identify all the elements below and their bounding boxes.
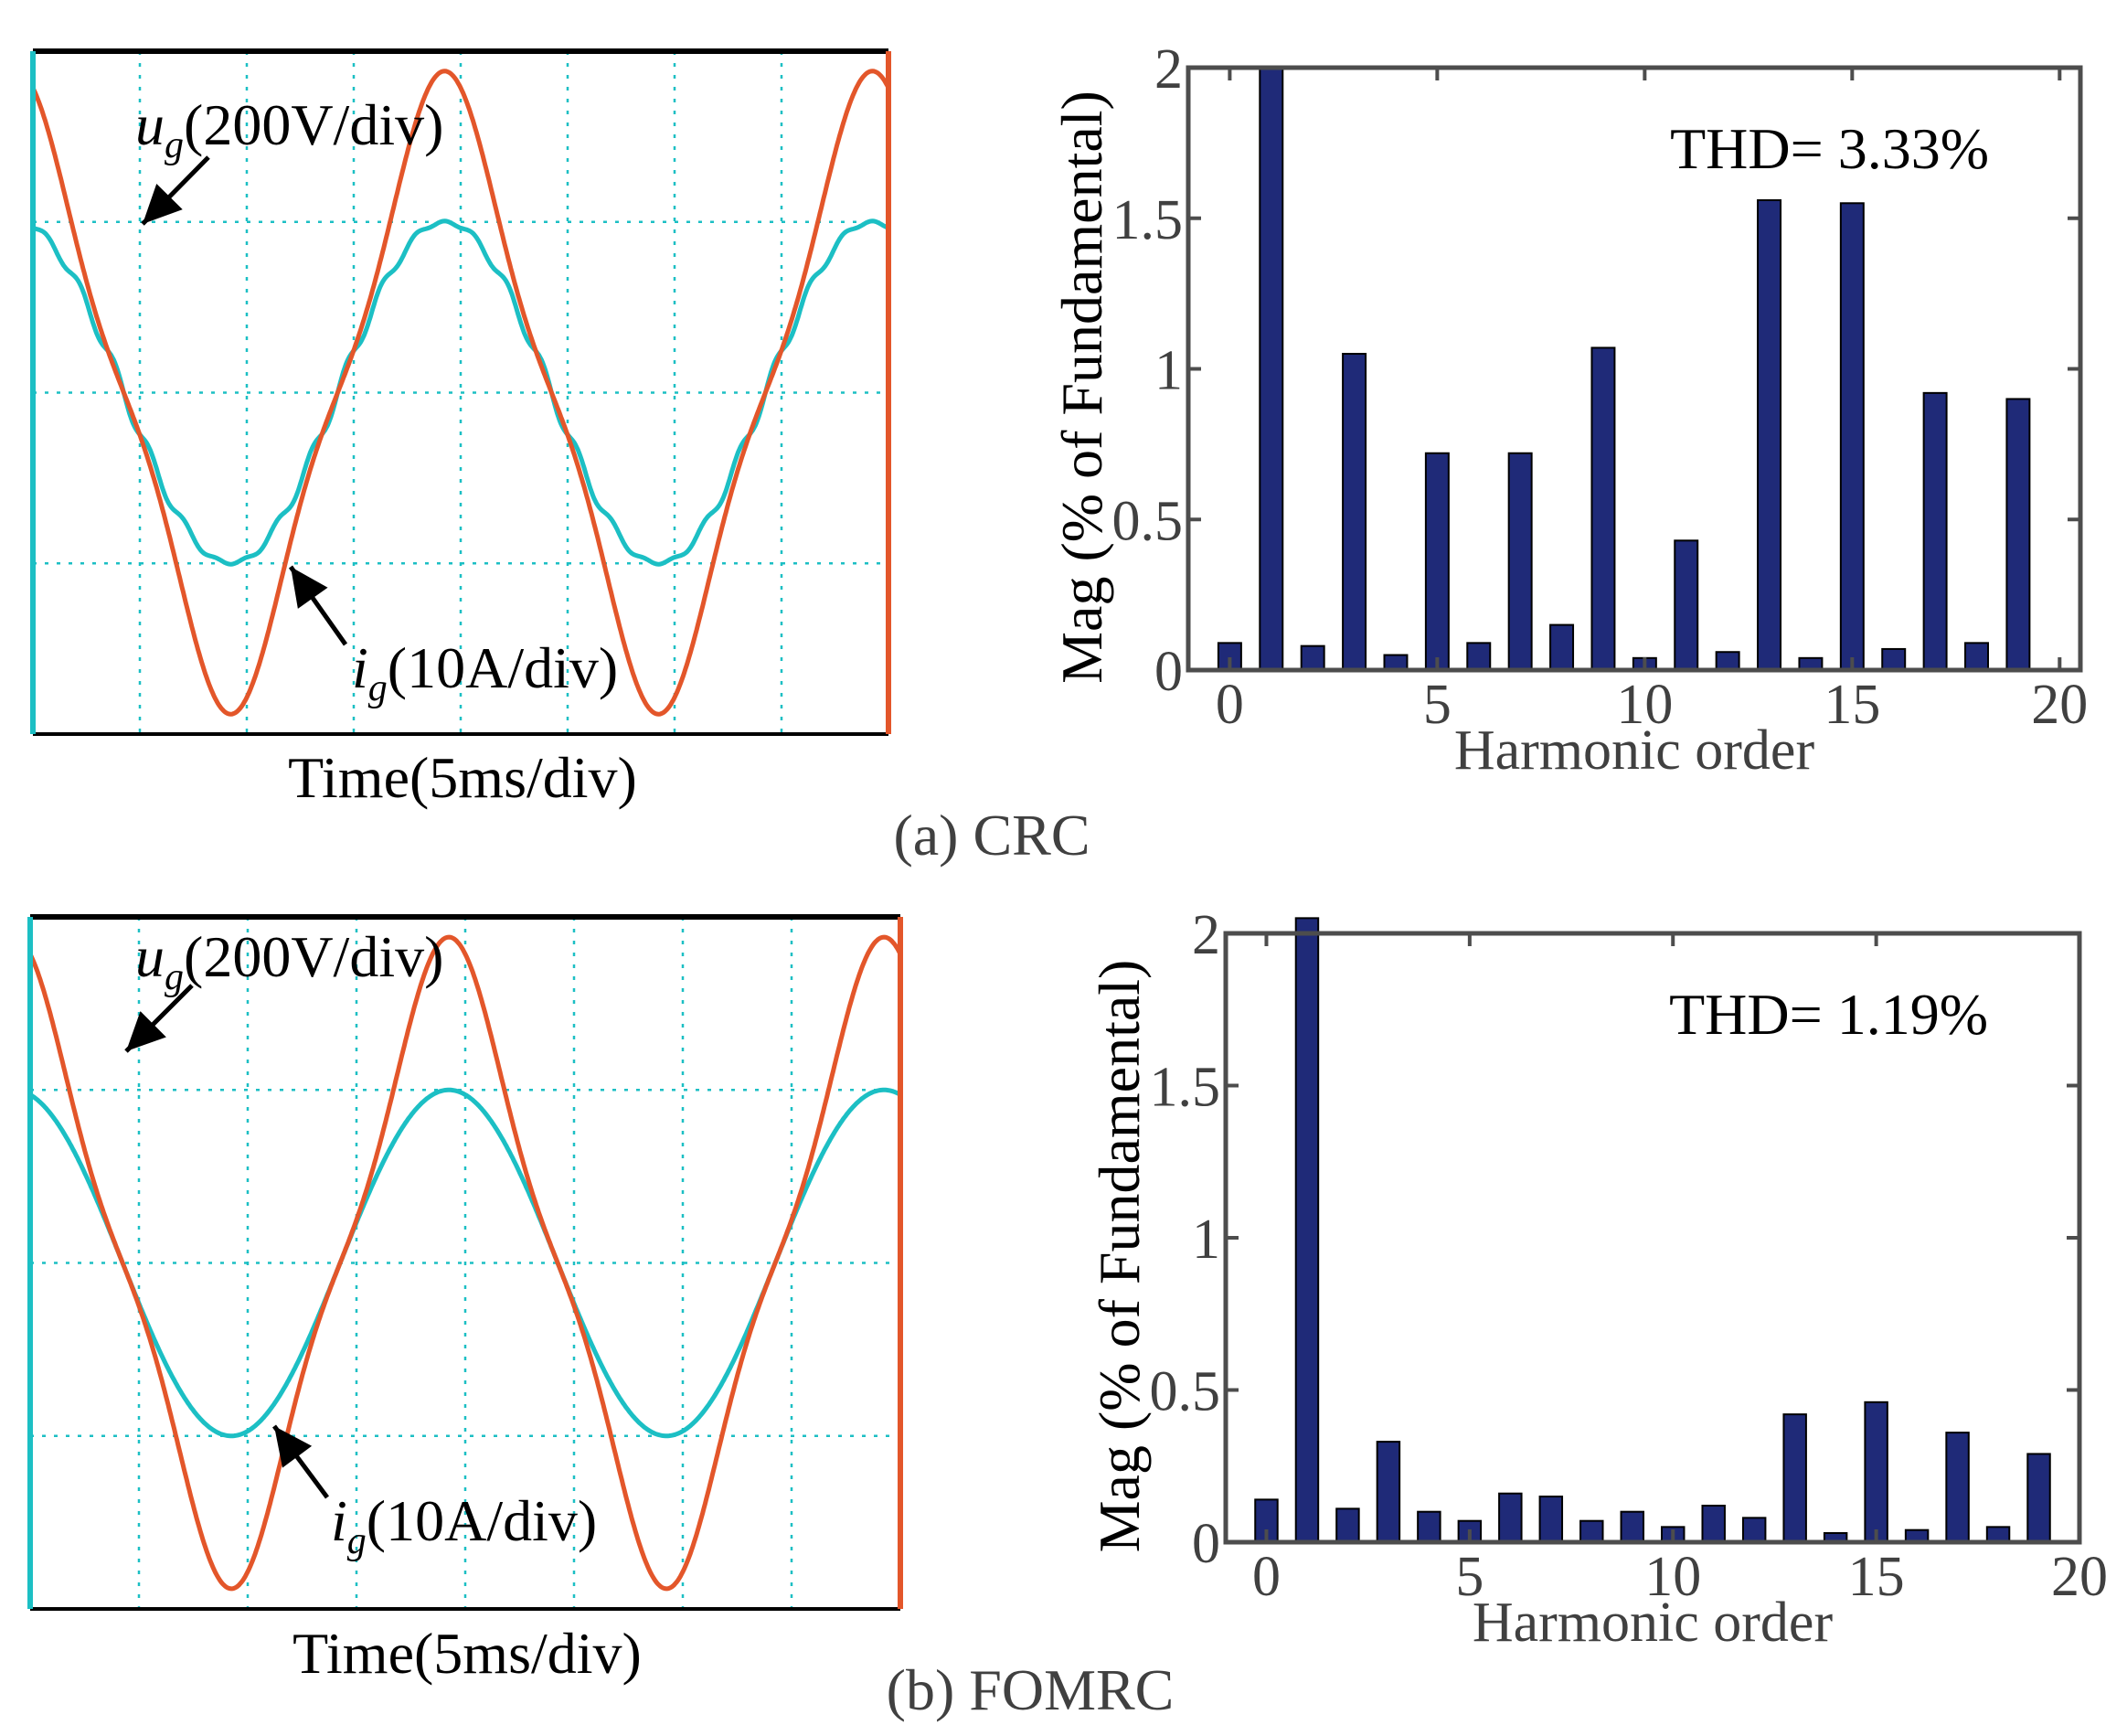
scope-panel-fomrc: ug(200V/div) ig(10A/div) Time(5ms/div) bbox=[27, 914, 903, 1686]
thd-annotation: THD= 3.33% bbox=[1670, 116, 1989, 181]
bar-h1 bbox=[1294, 917, 1320, 1543]
y-tick-label: 0.5 bbox=[1150, 1361, 1221, 1423]
bar-h8 bbox=[1549, 623, 1575, 672]
y-tick-label: 2 bbox=[1192, 904, 1220, 966]
voltage-arrow-head bbox=[143, 184, 183, 224]
y-tick-label: 1 bbox=[1154, 340, 1183, 402]
voltage-arrow-head bbox=[126, 1011, 166, 1051]
y-tick-label: 0 bbox=[1154, 641, 1183, 703]
current-label: ig(10A/div) bbox=[331, 1488, 597, 1562]
x-tick-label: 10 bbox=[1616, 674, 1673, 736]
bar-h19 bbox=[2026, 1453, 2051, 1544]
bar-h19 bbox=[2005, 398, 2031, 671]
x-tick-label: 5 bbox=[1423, 674, 1452, 736]
current-label: ig(10A/div) bbox=[352, 635, 618, 709]
scope-panel-crc: ug(200V/div) ig(10A/div) Time(5ms/div) bbox=[30, 48, 891, 810]
time-axis-label: Time(5ms/div) bbox=[288, 745, 637, 810]
current-arrow-head bbox=[274, 1426, 313, 1468]
bar-h2 bbox=[1300, 644, 1325, 672]
caption-b: (b) FOMRC bbox=[887, 1657, 1175, 1722]
bar-h11 bbox=[1674, 539, 1699, 671]
current-arrow-head bbox=[291, 567, 328, 609]
bar-h3 bbox=[1342, 353, 1367, 671]
bar-h4 bbox=[1417, 1510, 1441, 1543]
time-axis-label: Time(5ms/div) bbox=[292, 1621, 642, 1686]
bar-h5 bbox=[1424, 452, 1450, 672]
voltage-waveform bbox=[27, 934, 903, 1592]
y-tick-label: 2 bbox=[1154, 38, 1183, 101]
voltage-label: ug(200V/div) bbox=[135, 924, 443, 998]
bar-h9 bbox=[1590, 346, 1616, 671]
bar-h17 bbox=[1922, 391, 1948, 671]
x-tick-label: 0 bbox=[1252, 1546, 1281, 1608]
voltage-label: ug(200V/div) bbox=[135, 92, 443, 166]
bar-h15 bbox=[1839, 202, 1865, 671]
harmonic-chart-fomrc: 0 5 10 15 20 0 0.5 1 1.5 2 Harmonic order Mag (% of… bbox=[1087, 904, 2108, 1654]
bar-h7 bbox=[1538, 1496, 1564, 1544]
y-tick-label: 0.5 bbox=[1112, 490, 1184, 552]
bar-h3 bbox=[1376, 1441, 1401, 1543]
bar-h13 bbox=[1782, 1413, 1807, 1544]
y-axis-label: Mag (% of Fundamental) bbox=[1049, 91, 1114, 684]
y-tick-label: 1.5 bbox=[1150, 1057, 1221, 1119]
bar-h12 bbox=[1715, 651, 1740, 671]
x-tick-label: 20 bbox=[2051, 1546, 2108, 1608]
bar-h8 bbox=[1579, 1519, 1604, 1543]
y-tick-label: 0 bbox=[1192, 1513, 1220, 1575]
bar-h13 bbox=[1757, 198, 1782, 672]
bar-h17 bbox=[1945, 1432, 1970, 1543]
x-axis-label: Harmonic order bbox=[1473, 1592, 1834, 1654]
y-axis-label: Mag (% of Fundamental) bbox=[1087, 960, 1152, 1553]
x-tick-label: 0 bbox=[1216, 674, 1244, 736]
voltage-waveform bbox=[30, 69, 891, 717]
bar-h9 bbox=[1620, 1510, 1644, 1543]
harmonic-chart-crc: 0 5 10 15 20 0 0.5 1 1.5 2 Harmonic order Mag (% of… bbox=[1049, 38, 2088, 782]
bar-h6 bbox=[1498, 1492, 1523, 1543]
bar-h11 bbox=[1701, 1505, 1726, 1544]
x-axis-label: Harmonic order bbox=[1454, 719, 1815, 782]
x-tick-label: 10 bbox=[1644, 1546, 1701, 1608]
x-tick-label: 15 bbox=[1824, 674, 1880, 736]
bar-h7 bbox=[1507, 452, 1533, 672]
bar-h16 bbox=[1881, 647, 1907, 671]
bar-h18 bbox=[1964, 642, 1989, 671]
x-tick-label: 15 bbox=[1848, 1546, 1905, 1608]
bar-h1 bbox=[1259, 67, 1284, 671]
thd-annotation: THD= 1.19% bbox=[1669, 982, 1988, 1047]
x-tick-label: 20 bbox=[2031, 674, 2088, 736]
caption-a: (a) CRC bbox=[893, 803, 1090, 868]
bar-h12 bbox=[1741, 1517, 1767, 1543]
bar-h2 bbox=[1335, 1507, 1360, 1543]
bar-h15 bbox=[1864, 1401, 1888, 1543]
y-tick-label: 1 bbox=[1192, 1209, 1220, 1271]
x-tick-label: 5 bbox=[1455, 1546, 1484, 1608]
y-tick-label: 1.5 bbox=[1112, 189, 1184, 251]
bar-h6 bbox=[1466, 642, 1492, 671]
